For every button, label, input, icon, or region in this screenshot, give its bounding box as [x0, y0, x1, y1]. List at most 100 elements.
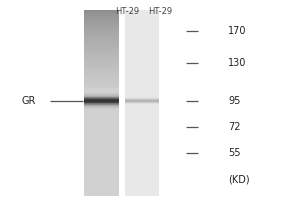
Bar — [84, 33, 119, 35]
Text: (KD): (KD) — [228, 175, 250, 185]
Bar — [84, 96, 119, 97]
Bar — [84, 110, 119, 111]
Bar — [84, 118, 119, 120]
Text: 170: 170 — [228, 26, 247, 36]
Bar — [84, 170, 119, 171]
Bar — [124, 139, 159, 140]
Bar — [124, 23, 159, 24]
Bar — [84, 37, 119, 38]
Bar — [124, 97, 159, 98]
Bar — [84, 36, 119, 37]
Bar — [124, 164, 159, 165]
Bar — [124, 101, 159, 102]
Bar — [124, 102, 159, 103]
Bar — [124, 77, 159, 78]
Bar — [84, 98, 119, 99]
Bar — [84, 86, 119, 87]
Bar — [84, 43, 119, 45]
Bar — [124, 91, 159, 93]
Bar — [124, 120, 159, 122]
Bar — [124, 63, 159, 64]
Bar — [84, 46, 119, 47]
Bar — [84, 174, 119, 176]
Bar — [124, 31, 159, 32]
Bar — [84, 41, 119, 43]
Bar — [84, 39, 119, 41]
Bar — [84, 67, 119, 68]
Bar — [84, 17, 119, 18]
Bar — [124, 82, 159, 83]
Bar — [84, 192, 119, 193]
Bar — [84, 12, 119, 14]
Bar — [124, 123, 159, 124]
Bar — [84, 176, 119, 177]
Bar — [124, 94, 159, 96]
Bar — [84, 193, 119, 194]
Bar — [84, 105, 119, 106]
Bar — [84, 58, 119, 59]
Bar — [124, 39, 159, 41]
Bar — [84, 24, 119, 26]
Bar — [124, 99, 159, 100]
Bar — [84, 96, 119, 97]
Bar — [124, 102, 159, 103]
Bar — [124, 96, 159, 97]
Bar — [84, 130, 119, 131]
Bar — [124, 73, 159, 74]
Bar — [124, 116, 159, 117]
Bar — [124, 26, 159, 28]
Bar — [124, 104, 159, 105]
Bar — [124, 135, 159, 136]
Bar — [124, 158, 159, 160]
Bar — [84, 158, 119, 160]
Bar — [84, 30, 119, 32]
Bar — [124, 189, 159, 190]
Bar — [84, 78, 119, 80]
Bar — [84, 157, 119, 159]
Bar — [84, 79, 119, 81]
Bar — [124, 98, 159, 99]
Bar — [84, 188, 119, 189]
Bar — [124, 61, 159, 62]
Bar — [84, 105, 119, 107]
Bar — [124, 100, 159, 101]
Bar — [124, 11, 159, 13]
Bar — [84, 76, 119, 77]
Bar — [84, 14, 119, 16]
Bar — [124, 93, 159, 95]
Bar — [124, 144, 159, 146]
Bar — [84, 17, 119, 18]
Bar — [84, 80, 119, 82]
Bar — [124, 108, 159, 110]
Bar — [124, 50, 159, 51]
Bar — [124, 24, 159, 26]
Bar — [84, 11, 119, 12]
Bar — [84, 111, 119, 112]
Bar — [124, 119, 159, 121]
Bar — [124, 157, 159, 159]
Bar — [84, 15, 119, 17]
Bar — [84, 167, 119, 168]
Bar — [84, 128, 119, 129]
Bar — [84, 125, 119, 126]
Bar — [84, 92, 119, 94]
Bar — [124, 185, 159, 187]
Bar — [84, 42, 119, 44]
Bar — [124, 38, 159, 39]
Bar — [84, 50, 119, 51]
Bar — [84, 22, 119, 23]
Bar — [84, 95, 119, 96]
Bar — [124, 107, 159, 109]
Bar — [124, 32, 159, 33]
Bar — [84, 81, 119, 83]
Bar — [124, 137, 159, 138]
Bar — [84, 77, 119, 78]
Bar — [124, 35, 159, 36]
Bar — [84, 87, 119, 88]
Bar — [124, 25, 159, 27]
Bar — [84, 107, 119, 108]
Bar — [124, 16, 159, 17]
Bar — [84, 80, 119, 82]
Bar — [84, 78, 119, 80]
Bar — [84, 56, 119, 57]
